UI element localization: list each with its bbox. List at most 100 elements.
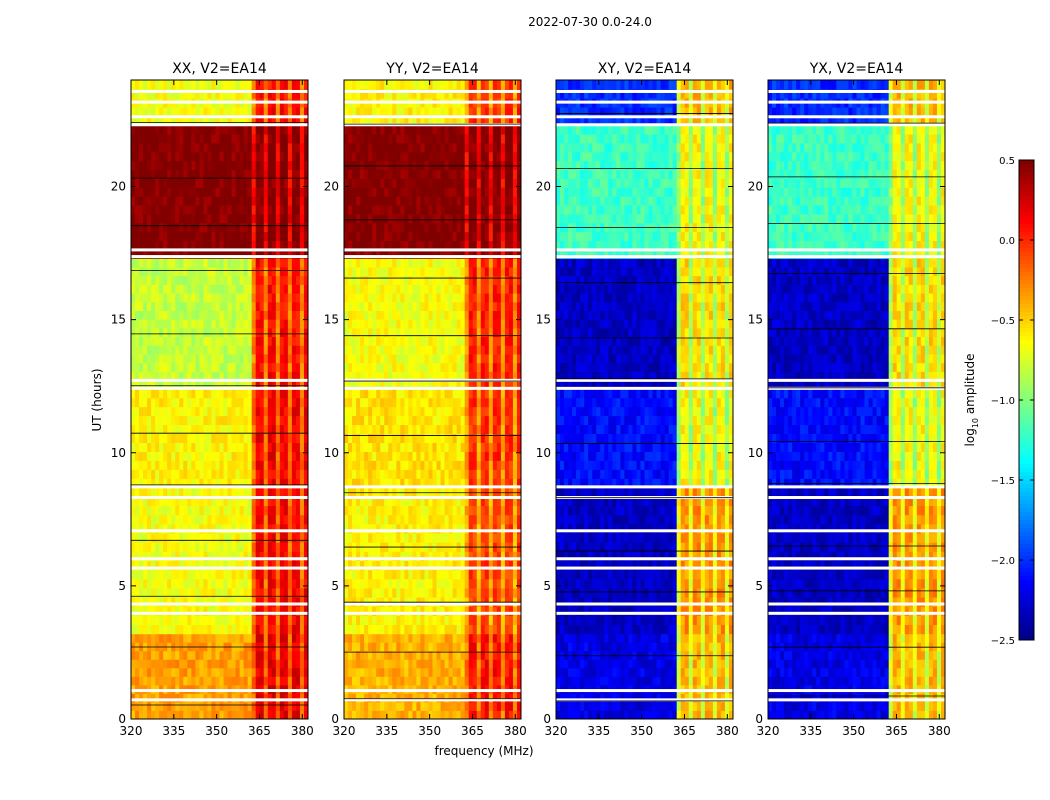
heatmap-cell [368, 624, 373, 635]
heatmap-cell [263, 231, 269, 242]
heatmap-cell [243, 650, 249, 660]
heatmap-cell [195, 336, 200, 346]
heatmap-cell [496, 642, 502, 652]
heatmap-cell [227, 336, 232, 346]
heatmap-cell [207, 650, 212, 660]
heatmap-cell [159, 275, 164, 285]
heatmap-cell [464, 533, 470, 543]
heatmap-cell [179, 116, 184, 126]
heatmap-cell [464, 397, 470, 408]
heatmap-cell [360, 442, 365, 452]
heatmap-cell [219, 523, 224, 534]
heatmap-cell [372, 569, 377, 580]
heatmap-cell [155, 240, 160, 250]
heatmap-cell [211, 560, 216, 571]
heatmap-cell [436, 667, 441, 677]
heatmap-cell [299, 160, 305, 171]
heatmap-cell [255, 615, 261, 626]
heatmap-cell [412, 693, 417, 703]
heatmap-cell [295, 469, 301, 479]
heatmap-cell [299, 214, 305, 224]
heatmap-cell [187, 249, 192, 259]
heatmap-cell [263, 615, 269, 626]
heatmap-cell [239, 205, 245, 215]
heatmap-cell [384, 642, 389, 652]
heatmap-cell [348, 478, 353, 488]
heatmap-cell [496, 505, 502, 516]
heatmap-cell [344, 406, 349, 417]
heatmap-cell [392, 388, 397, 399]
heatmap-cell [295, 433, 301, 443]
heatmap-cell [163, 345, 168, 355]
heatmap-cell [231, 107, 236, 117]
heatmap-cell [488, 487, 494, 497]
flagged-gap [131, 602, 308, 606]
heatmap-cell [223, 116, 228, 126]
heatmap-cell [155, 551, 160, 561]
heatmap-cell [496, 424, 502, 435]
heatmap-cell [384, 415, 389, 426]
heatmap-cell [151, 371, 156, 381]
heatmap-cell [183, 533, 188, 543]
heatmap-cell [255, 710, 261, 720]
heatmap-cell [203, 523, 208, 534]
heatmap-cell [211, 214, 216, 224]
heatmap-cell [408, 588, 413, 598]
heatmap-cell [472, 397, 478, 408]
heatmap-cell [267, 597, 273, 607]
heatmap-cell [227, 496, 232, 507]
heatmap-cell [131, 659, 136, 669]
heatmap-cell [484, 606, 490, 616]
heatmap-cell [303, 388, 309, 399]
heatmap-cell [271, 80, 277, 90]
heatmap-cell [488, 710, 494, 720]
heatmap-cell [211, 523, 216, 534]
heatmap-cell [179, 362, 184, 372]
heatmap-cell [183, 275, 188, 285]
heatmap-cell [508, 578, 514, 589]
heatmap-cell [356, 514, 361, 525]
heatmap-cell [239, 151, 245, 162]
heatmap-cell [279, 514, 285, 525]
heatmap-cell [235, 588, 241, 598]
heatmap-cell [167, 354, 172, 364]
heatmap-cell [207, 615, 212, 626]
heatmap-cell [143, 606, 148, 616]
heatmap-cell [456, 380, 462, 390]
heatmap-cell [267, 310, 273, 320]
heatmap-cell [135, 588, 140, 598]
heatmap-cell [179, 569, 184, 580]
heatmap-cell [452, 710, 458, 720]
heatmap-cell [368, 633, 373, 643]
heatmap-cell [199, 240, 204, 250]
heatmap-cell [143, 178, 148, 188]
heatmap-cell [344, 615, 349, 626]
heatmap-cell [468, 650, 474, 660]
heatmap-cell [135, 293, 140, 303]
heatmap-cell [151, 293, 156, 303]
heatmap-cell [472, 569, 478, 580]
heatmap-cell [223, 615, 228, 626]
heatmap-cell [476, 624, 482, 635]
heatmap-cell [239, 258, 245, 268]
heatmap-cell [211, 336, 216, 346]
heatmap-cell [211, 424, 216, 435]
heatmap-cell [263, 514, 269, 525]
heatmap-cell [480, 560, 486, 571]
heatmap-cell [444, 701, 449, 711]
heatmap-cell [183, 354, 188, 364]
heatmap-cell [348, 676, 353, 686]
heatmap-cell [283, 371, 289, 381]
heatmap-cell [287, 588, 293, 598]
heatmap-cell [211, 80, 216, 90]
heatmap-cell [287, 134, 293, 144]
heatmap-cell [175, 451, 180, 461]
heatmap-cell [287, 693, 293, 703]
heatmap-cell [207, 533, 212, 543]
heatmap-cell [203, 701, 208, 711]
heatmap-cell [187, 362, 192, 372]
heatmap-cell [516, 650, 522, 660]
heatmap-cell [279, 327, 285, 338]
heatmap-cell [171, 569, 176, 580]
heatmap-cell [271, 214, 277, 224]
